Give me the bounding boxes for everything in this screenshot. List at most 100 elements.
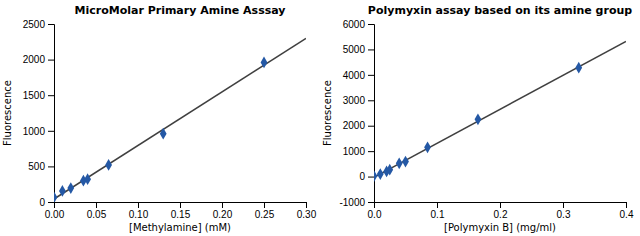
y-tick-mark <box>48 24 54 25</box>
data-point <box>84 173 91 185</box>
y-tick-mark <box>368 151 374 152</box>
y-tick-mark <box>48 95 54 96</box>
data-point <box>396 157 403 169</box>
y-tick-mark <box>48 60 54 61</box>
data-point <box>59 185 66 197</box>
data-point <box>160 128 167 140</box>
y-tick-mark <box>48 166 54 167</box>
data-point <box>402 156 409 168</box>
x-tick: 0.15 <box>171 202 191 220</box>
data-point <box>575 62 582 74</box>
panel: 0.0 0.1 0.2 0.3 0.4 -1000 0 1000 2000 3000 4000 500… <box>322 4 634 233</box>
x-tick-label: 0.05 <box>87 209 107 220</box>
y-tick: 1000 <box>343 146 374 157</box>
y-tick-mark <box>48 202 54 203</box>
y-tick-label: 3000 <box>343 95 366 106</box>
y-tick: 0 <box>359 171 374 182</box>
y-tick-mark <box>48 131 54 132</box>
y-tick-label: 1000 <box>23 126 46 137</box>
x-tick-mark <box>264 202 265 208</box>
y-axis: 0 500 1000 1500 2000 2500 <box>23 19 55 208</box>
x-tick-mark <box>222 202 223 208</box>
x-tick-mark <box>437 202 438 208</box>
plot-area <box>374 41 626 182</box>
y-tick-label: 1500 <box>23 90 46 101</box>
x-tick-mark <box>563 202 564 208</box>
y-tick: 2000 <box>343 120 374 131</box>
x-axis-line <box>375 203 627 209</box>
panel: 0.00 0.05 0.10 0.15 0.20 0.25 0.30 0 500 1000 1500… <box>2 4 317 233</box>
chart-title: MicroMolar Primary Amine Asssay <box>74 4 285 17</box>
x-tick-label: 0.15 <box>171 209 191 220</box>
x-tick-label: 0.4 <box>620 209 634 220</box>
x-tick-mark <box>500 202 501 208</box>
y-tick-label: 6000 <box>343 19 366 30</box>
x-tick-label: 0.20 <box>213 209 233 220</box>
x-tick: 0.00 <box>45 202 65 220</box>
x-axis-title: [Methylamine] (mM) <box>129 222 231 233</box>
y-tick-mark <box>368 75 374 76</box>
x-tick: 0.10 <box>129 202 149 220</box>
y-tick: 500 <box>28 161 54 172</box>
data-point <box>54 191 57 202</box>
y-tick: -1000 <box>339 197 374 208</box>
y-tick-label: -1000 <box>339 197 365 208</box>
x-tick: 0.25 <box>255 202 275 220</box>
x-tick-mark <box>306 202 307 208</box>
data-point <box>424 141 431 153</box>
y-tick: 0 <box>39 197 54 208</box>
x-tick: 0.0 <box>368 202 382 220</box>
x-tick: 0.20 <box>213 202 233 220</box>
y-tick-mark <box>368 202 374 203</box>
y-tick-label: 2000 <box>343 120 366 131</box>
y-tick-mark <box>368 177 374 178</box>
y-axis-title: Fluorescence <box>2 80 13 146</box>
trend-line <box>374 41 626 177</box>
y-axis-title: Fluorescence <box>322 80 333 146</box>
data-point <box>261 57 268 69</box>
y-tick: 1000 <box>23 126 54 137</box>
x-tick-mark <box>180 202 181 208</box>
data-point <box>475 113 482 125</box>
y-tick-label: 5000 <box>343 44 366 55</box>
y-tick-label: 500 <box>28 161 45 172</box>
x-tick-label: 0.1 <box>431 209 445 220</box>
x-tick-label: 0.2 <box>494 209 508 220</box>
x-tick-label: 0.10 <box>129 209 149 220</box>
x-tick-mark <box>96 202 97 208</box>
x-tick-mark <box>138 202 139 208</box>
y-axis-line <box>368 25 375 203</box>
x-tick-label: 0.30 <box>297 209 317 220</box>
y-axis: -1000 0 1000 2000 3000 4000 5000 6000 <box>339 19 374 208</box>
data-point <box>374 170 377 182</box>
y-tick-mark <box>368 49 374 50</box>
chart-root: 0.000.050.100.150.200.250.30050010001500… <box>0 0 640 236</box>
data-point <box>105 159 112 171</box>
y-tick: 6000 <box>343 19 374 30</box>
y-tick-label: 2500 <box>23 19 46 30</box>
data-point <box>67 182 74 194</box>
x-tick-label: 0.3 <box>557 209 571 220</box>
y-axis-line <box>48 25 55 203</box>
trend-line <box>54 38 306 199</box>
y-tick-label: 4000 <box>343 70 366 81</box>
x-tick: 0.4 <box>620 202 634 220</box>
y-tick: 3000 <box>343 95 374 106</box>
x-tick-mark <box>626 202 627 208</box>
x-tick: 0.30 <box>297 202 317 220</box>
y-tick: 2000 <box>23 54 54 65</box>
y-tick-label: 0 <box>39 197 45 208</box>
x-axis-title: [Polymyxin B] (mg/ml) <box>444 222 556 233</box>
x-axis: 0.00 0.05 0.10 0.15 0.20 0.25 0.30 <box>45 202 317 220</box>
y-tick-label: 1000 <box>343 146 366 157</box>
x-tick: 0.05 <box>87 202 107 220</box>
x-tick-label: 0.00 <box>45 209 65 220</box>
y-tick-mark <box>368 126 374 127</box>
y-tick: 5000 <box>343 44 374 55</box>
y-tick-mark <box>368 24 374 25</box>
x-axis: 0.0 0.1 0.2 0.3 0.4 <box>368 202 634 220</box>
x-tick: 0.3 <box>557 202 571 220</box>
x-tick-label: 0.0 <box>368 209 382 220</box>
y-tick-label: 2000 <box>23 54 46 65</box>
data-point <box>377 168 384 180</box>
